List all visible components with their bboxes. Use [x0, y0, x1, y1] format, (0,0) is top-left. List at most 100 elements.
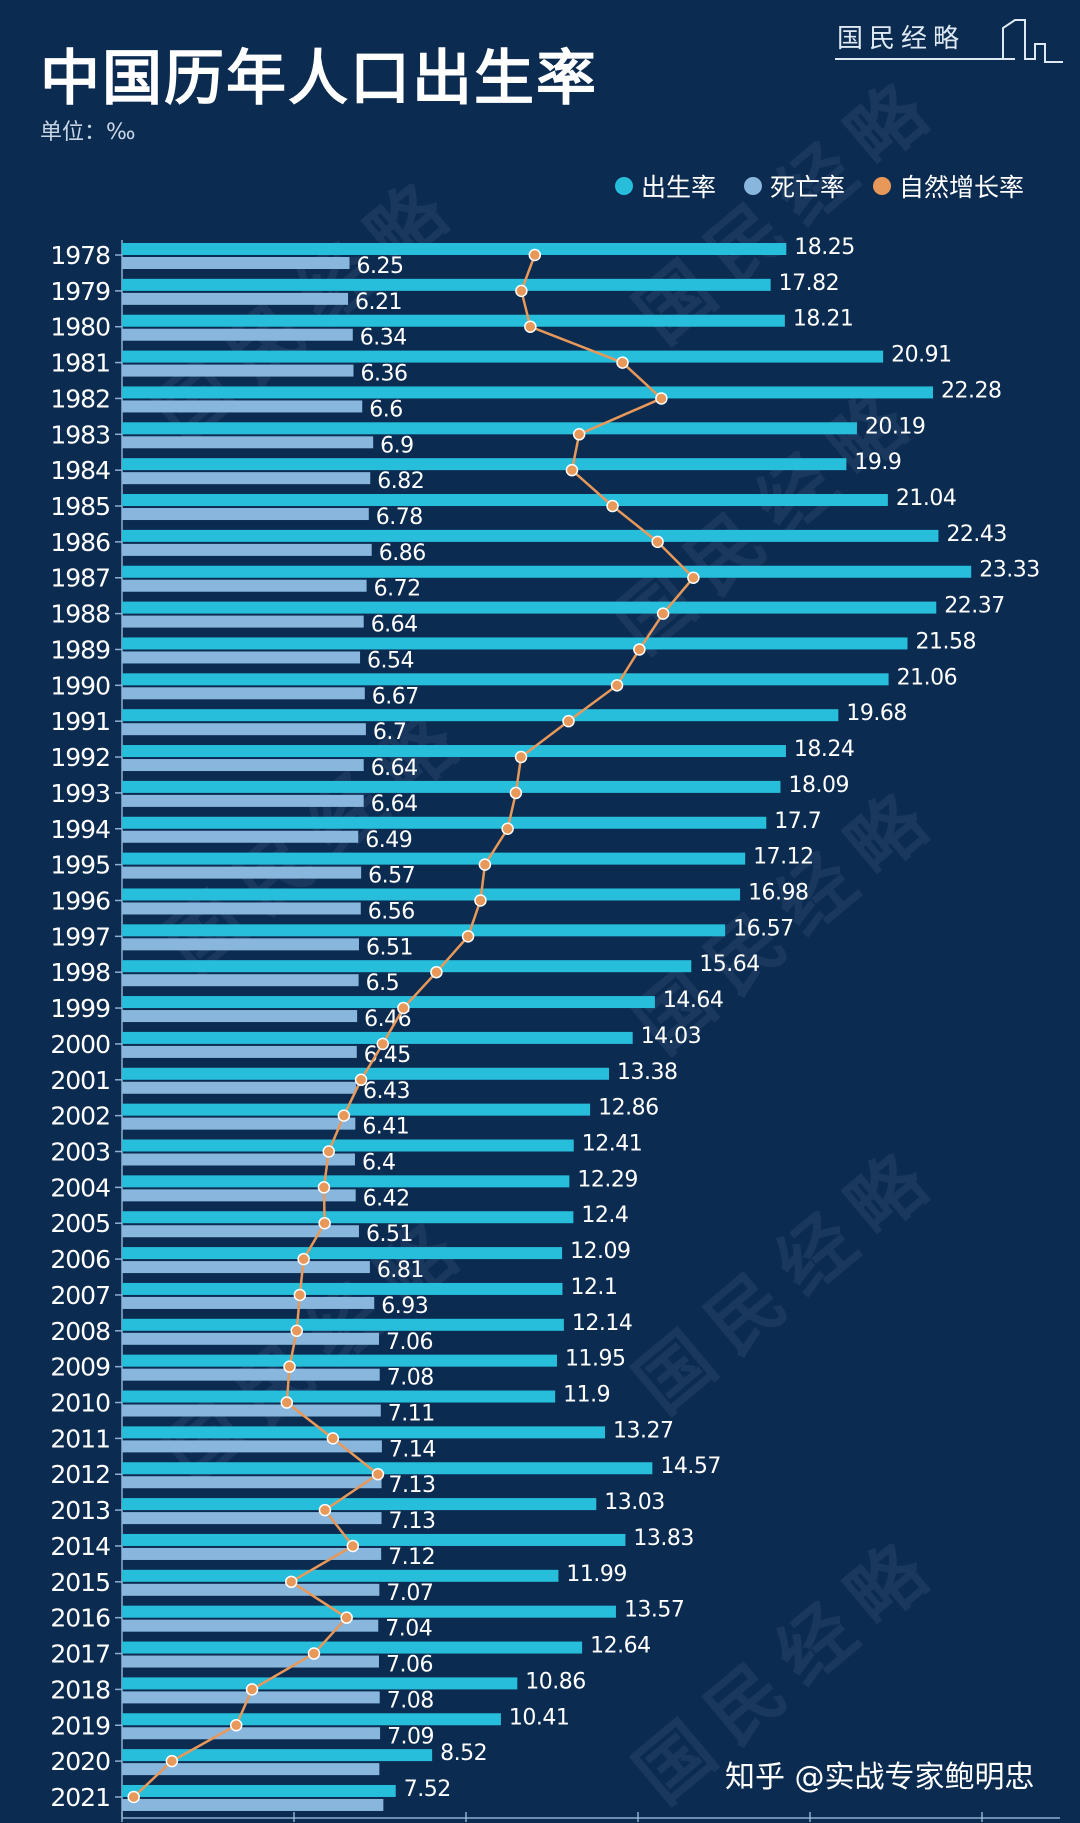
natural-growth-point [461, 930, 475, 943]
death-bar [122, 687, 365, 700]
birth-value-label: 17.82 [779, 271, 839, 296]
birth-bar [122, 1247, 563, 1260]
birth-bar [122, 1103, 591, 1116]
birth-bar [122, 816, 767, 829]
death-value-label: 6.43 [363, 1079, 410, 1104]
death-bar [122, 1798, 384, 1811]
year-label: 2000 [50, 1030, 110, 1059]
death-value-label: 6.5 [366, 971, 400, 996]
year-label: 2003 [50, 1138, 110, 1167]
legend-label: 自然增长率 [899, 173, 1025, 202]
birth-value-label: 11.95 [565, 1347, 625, 1372]
birth-value-label: 12.4 [581, 1203, 628, 1228]
year-label: 2021 [50, 1783, 110, 1812]
chart-title: 中国历年人口出生率 [40, 44, 598, 114]
death-value-label: 6.25 [357, 254, 404, 279]
birth-value-label: 12.86 [598, 1096, 658, 1121]
death-value-label: 7.13 [389, 1473, 436, 1498]
year-label: 2008 [50, 1317, 110, 1346]
year-label: 1985 [50, 492, 110, 521]
year-label: 1987 [50, 564, 110, 593]
natural-growth-point [284, 1575, 298, 1589]
death-value-label: 7.09 [387, 1724, 434, 1749]
birth-bar [122, 888, 741, 901]
death-value-label: 6.34 [360, 326, 407, 351]
death-bar [122, 1512, 382, 1525]
birth-value-label: 12.41 [582, 1132, 642, 1157]
death-value-label: 6.4 [362, 1151, 396, 1176]
death-value-label: 6.36 [361, 362, 408, 387]
birth-value-label: 19.68 [846, 701, 906, 726]
death-value-label: 7.04 [385, 1617, 432, 1642]
year-label: 1993 [50, 779, 110, 808]
death-value-label: 6.6 [369, 397, 403, 422]
birth-value-label: 13.57 [624, 1598, 684, 1623]
birth-dot-icon [615, 177, 633, 195]
year-label: 1994 [50, 815, 110, 844]
birth-bar [122, 1641, 583, 1654]
death-value-label: 7.12 [388, 1545, 435, 1570]
year-label: 2018 [50, 1675, 110, 1704]
birth-value-label: 13.38 [617, 1060, 677, 1085]
death-bar [122, 472, 371, 485]
natural-growth-point [340, 1611, 353, 1624]
birth-value-label: 19.9 [854, 450, 901, 475]
unit-label: 单位：‰ [40, 120, 136, 145]
death-value-label: 6.64 [371, 756, 418, 781]
birth-value-label: 12.1 [570, 1275, 617, 1300]
legend: 出生率 死亡率 自然增长率 [615, 168, 1024, 204]
birth-value-label: 18.21 [793, 307, 853, 332]
year-label: 2017 [50, 1640, 110, 1669]
death-bar [122, 328, 353, 341]
birth-value-label: 21.06 [897, 665, 957, 690]
natural-growth-point [514, 750, 528, 764]
death-bar [122, 257, 350, 269]
natural-dot-icon [873, 177, 892, 195]
birth-bar [122, 601, 937, 614]
birth-bar [122, 386, 933, 399]
death-value-label: 7.07 [386, 1581, 433, 1606]
birth-bar [122, 996, 655, 1009]
natural-growth-point [280, 1396, 294, 1409]
death-value-label: 6.41 [362, 1115, 409, 1140]
death-value-label: 6.49 [365, 828, 412, 853]
natural-growth-point [165, 1754, 179, 1768]
death-bar [122, 1225, 359, 1238]
birth-value-label: 13.83 [633, 1526, 693, 1551]
birth-bar [122, 780, 781, 793]
birth-value-label: 10.86 [525, 1669, 585, 1694]
death-bar [122, 579, 367, 592]
birth-value-label: 11.99 [566, 1562, 626, 1587]
birth-bar [122, 1139, 574, 1152]
year-label: 1983 [50, 420, 110, 449]
birth-value-label: 10.41 [509, 1705, 569, 1730]
death-bar [122, 1727, 381, 1740]
death-bar [122, 866, 362, 879]
death-bar [122, 1368, 380, 1381]
legend-item-death: 死亡率 [744, 168, 845, 204]
birth-value-label: 8.52 [440, 1741, 487, 1766]
death-value-label: 6.82 [377, 469, 424, 494]
natural-growth-point [687, 571, 700, 584]
natural-growth-line [132, 254, 696, 1798]
death-value-label: 6.64 [371, 613, 418, 638]
year-label: 1979 [50, 277, 110, 306]
year-label: 2014 [50, 1532, 110, 1561]
year-label: 1997 [50, 922, 110, 951]
birth-value-label: 20.19 [865, 414, 925, 439]
year-label: 1986 [50, 528, 110, 557]
year-label: 1984 [50, 456, 110, 485]
death-bar [122, 1547, 382, 1560]
birth-value-label: 12.09 [570, 1239, 630, 1264]
year-label: 2019 [50, 1711, 110, 1740]
natural-growth-point [397, 1001, 410, 1015]
birth-bar [122, 422, 857, 435]
birth-value-label: 14.57 [660, 1454, 720, 1479]
birth-bar [122, 1605, 616, 1618]
logo-text: 国民经略 [837, 24, 966, 54]
year-label: 1982 [50, 384, 110, 413]
death-value-label: 6.42 [363, 1186, 410, 1211]
birth-bar [122, 243, 787, 255]
birth-bar [122, 1354, 557, 1367]
